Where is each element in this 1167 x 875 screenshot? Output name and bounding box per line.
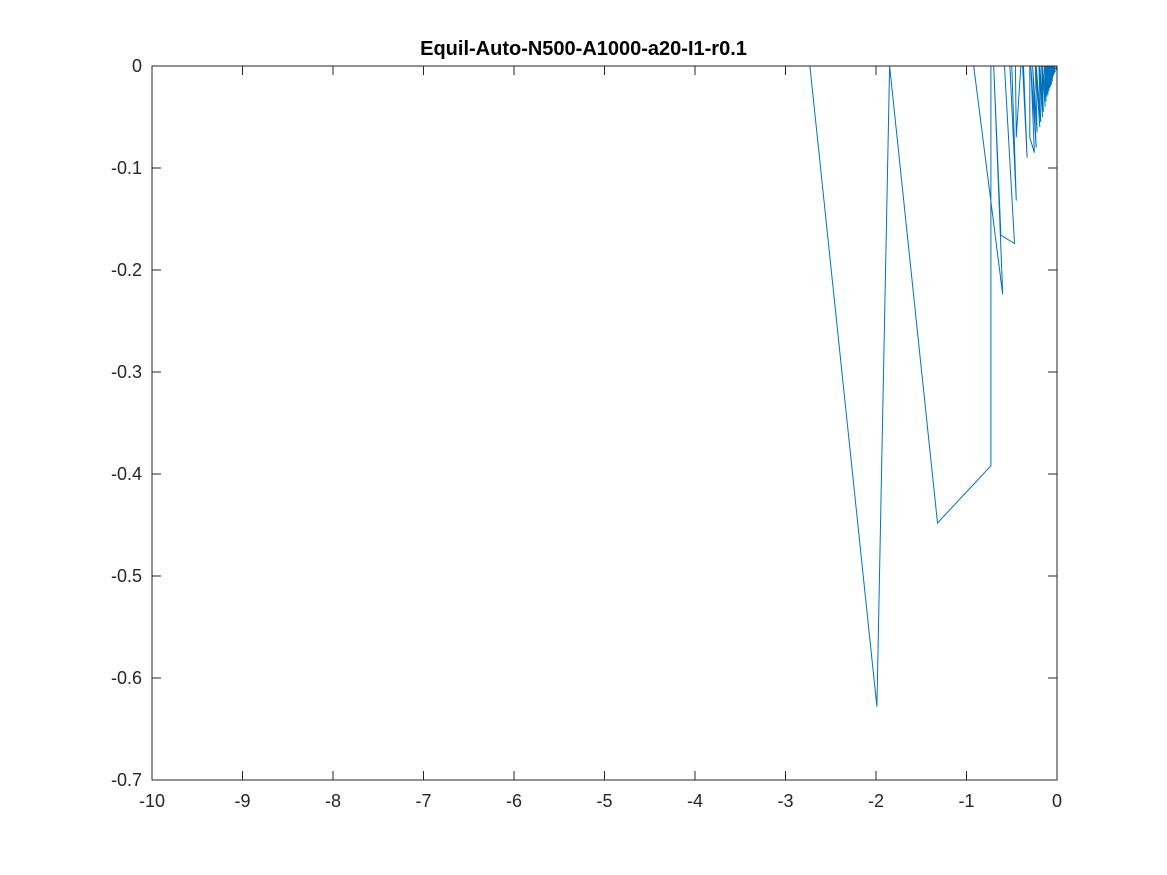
y-tick-label: -0.4 bbox=[111, 464, 142, 484]
x-tick-label: -5 bbox=[596, 791, 612, 811]
y-tick-label: -0.1 bbox=[111, 158, 142, 178]
y-tick-label: -0.2 bbox=[111, 260, 142, 280]
ticks-layer: -10 -9 -8 -7 -6 -5 -4 -3 -2 -1 00-0.1-0.2-0.3-0.4-… bbox=[111, 56, 1062, 811]
x-tick-label: -1 bbox=[958, 791, 974, 811]
y-tick-label: -0.6 bbox=[111, 668, 142, 688]
y-tick-label: -0.5 bbox=[111, 566, 142, 586]
series-line-layer bbox=[219, 65, 1058, 707]
axes-box bbox=[151, 65, 1058, 781]
x-tick-label: -6 bbox=[506, 791, 522, 811]
x-tick-label: -10 bbox=[139, 791, 165, 811]
x-tick-label: -7 bbox=[415, 791, 431, 811]
x-tick-label: -8 bbox=[325, 791, 341, 811]
x-tick-label: -2 bbox=[868, 791, 884, 811]
series-line bbox=[219, 65, 1058, 707]
x-tick-label: -4 bbox=[687, 791, 703, 811]
y-tick-label: -0.7 bbox=[111, 770, 142, 790]
y-tick-label: 0 bbox=[132, 56, 142, 76]
x-tick-label: 0 bbox=[1052, 791, 1062, 811]
x-tick-label: -3 bbox=[777, 791, 793, 811]
y-tick-label: -0.3 bbox=[111, 362, 142, 382]
chart-title: Equil-Auto-N500-A1000-a20-I1-r0.1 bbox=[420, 38, 747, 60]
x-tick-label: -9 bbox=[234, 791, 250, 811]
